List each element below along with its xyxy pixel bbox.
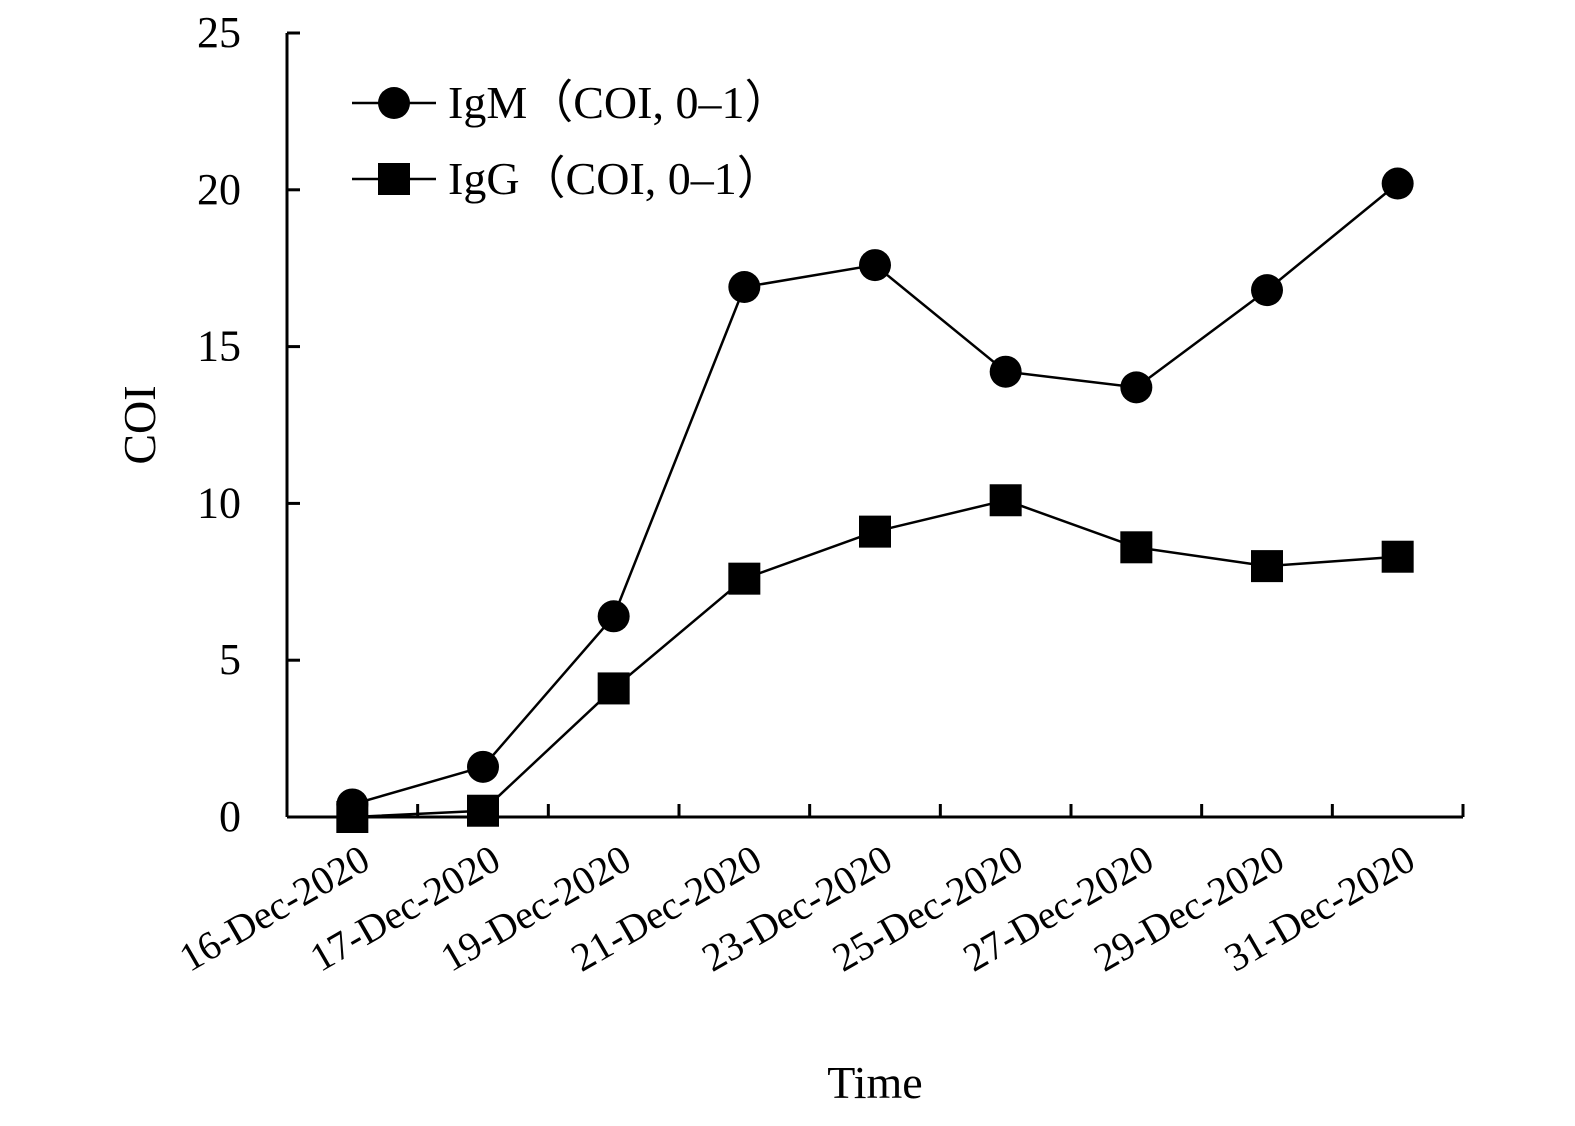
legend: IgM（COI, 0–1） IgG（COI, 0–1） bbox=[352, 77, 790, 204]
legend-label: IgG（COI, 0–1） bbox=[448, 153, 783, 204]
y-tick-label: 0 bbox=[219, 792, 241, 841]
data-point bbox=[1251, 550, 1283, 583]
y-tick-label: 25 bbox=[197, 8, 241, 57]
series-igm bbox=[336, 167, 1414, 821]
series-igg bbox=[336, 484, 1414, 833]
y-axis-title: COI bbox=[114, 385, 165, 464]
y-tick-label: 10 bbox=[197, 478, 241, 527]
y-tick-label: 15 bbox=[197, 322, 241, 371]
data-point bbox=[859, 249, 891, 282]
y-ticks: 0 5 10 15 20 25 bbox=[197, 8, 300, 841]
y-tick-label: 20 bbox=[197, 165, 241, 214]
data-point bbox=[1381, 540, 1414, 573]
data-point bbox=[1381, 167, 1414, 200]
data-point bbox=[1120, 371, 1153, 404]
series-line bbox=[352, 498, 1398, 819]
data-point bbox=[859, 515, 891, 548]
data-point bbox=[728, 562, 761, 595]
legend-marker bbox=[378, 163, 410, 195]
data-point bbox=[597, 672, 630, 705]
data-point bbox=[467, 750, 499, 783]
data-point bbox=[728, 271, 761, 304]
data-point bbox=[1251, 274, 1283, 307]
legend-marker bbox=[378, 87, 410, 119]
legend-item: IgM（COI, 0–1） bbox=[352, 77, 790, 128]
data-point bbox=[989, 484, 1022, 517]
legend-label: IgM（COI, 0–1） bbox=[448, 77, 790, 128]
legend-item: IgG（COI, 0–1） bbox=[352, 153, 783, 204]
series-group bbox=[336, 167, 1414, 833]
data-point bbox=[989, 355, 1022, 388]
data-point bbox=[597, 600, 630, 633]
data-point bbox=[1120, 531, 1153, 564]
data-point bbox=[336, 801, 369, 833]
axes bbox=[285, 33, 1463, 819]
x-axis-title: Time bbox=[827, 1057, 922, 1108]
y-tick-label: 5 bbox=[219, 635, 241, 684]
data-point bbox=[467, 794, 499, 827]
